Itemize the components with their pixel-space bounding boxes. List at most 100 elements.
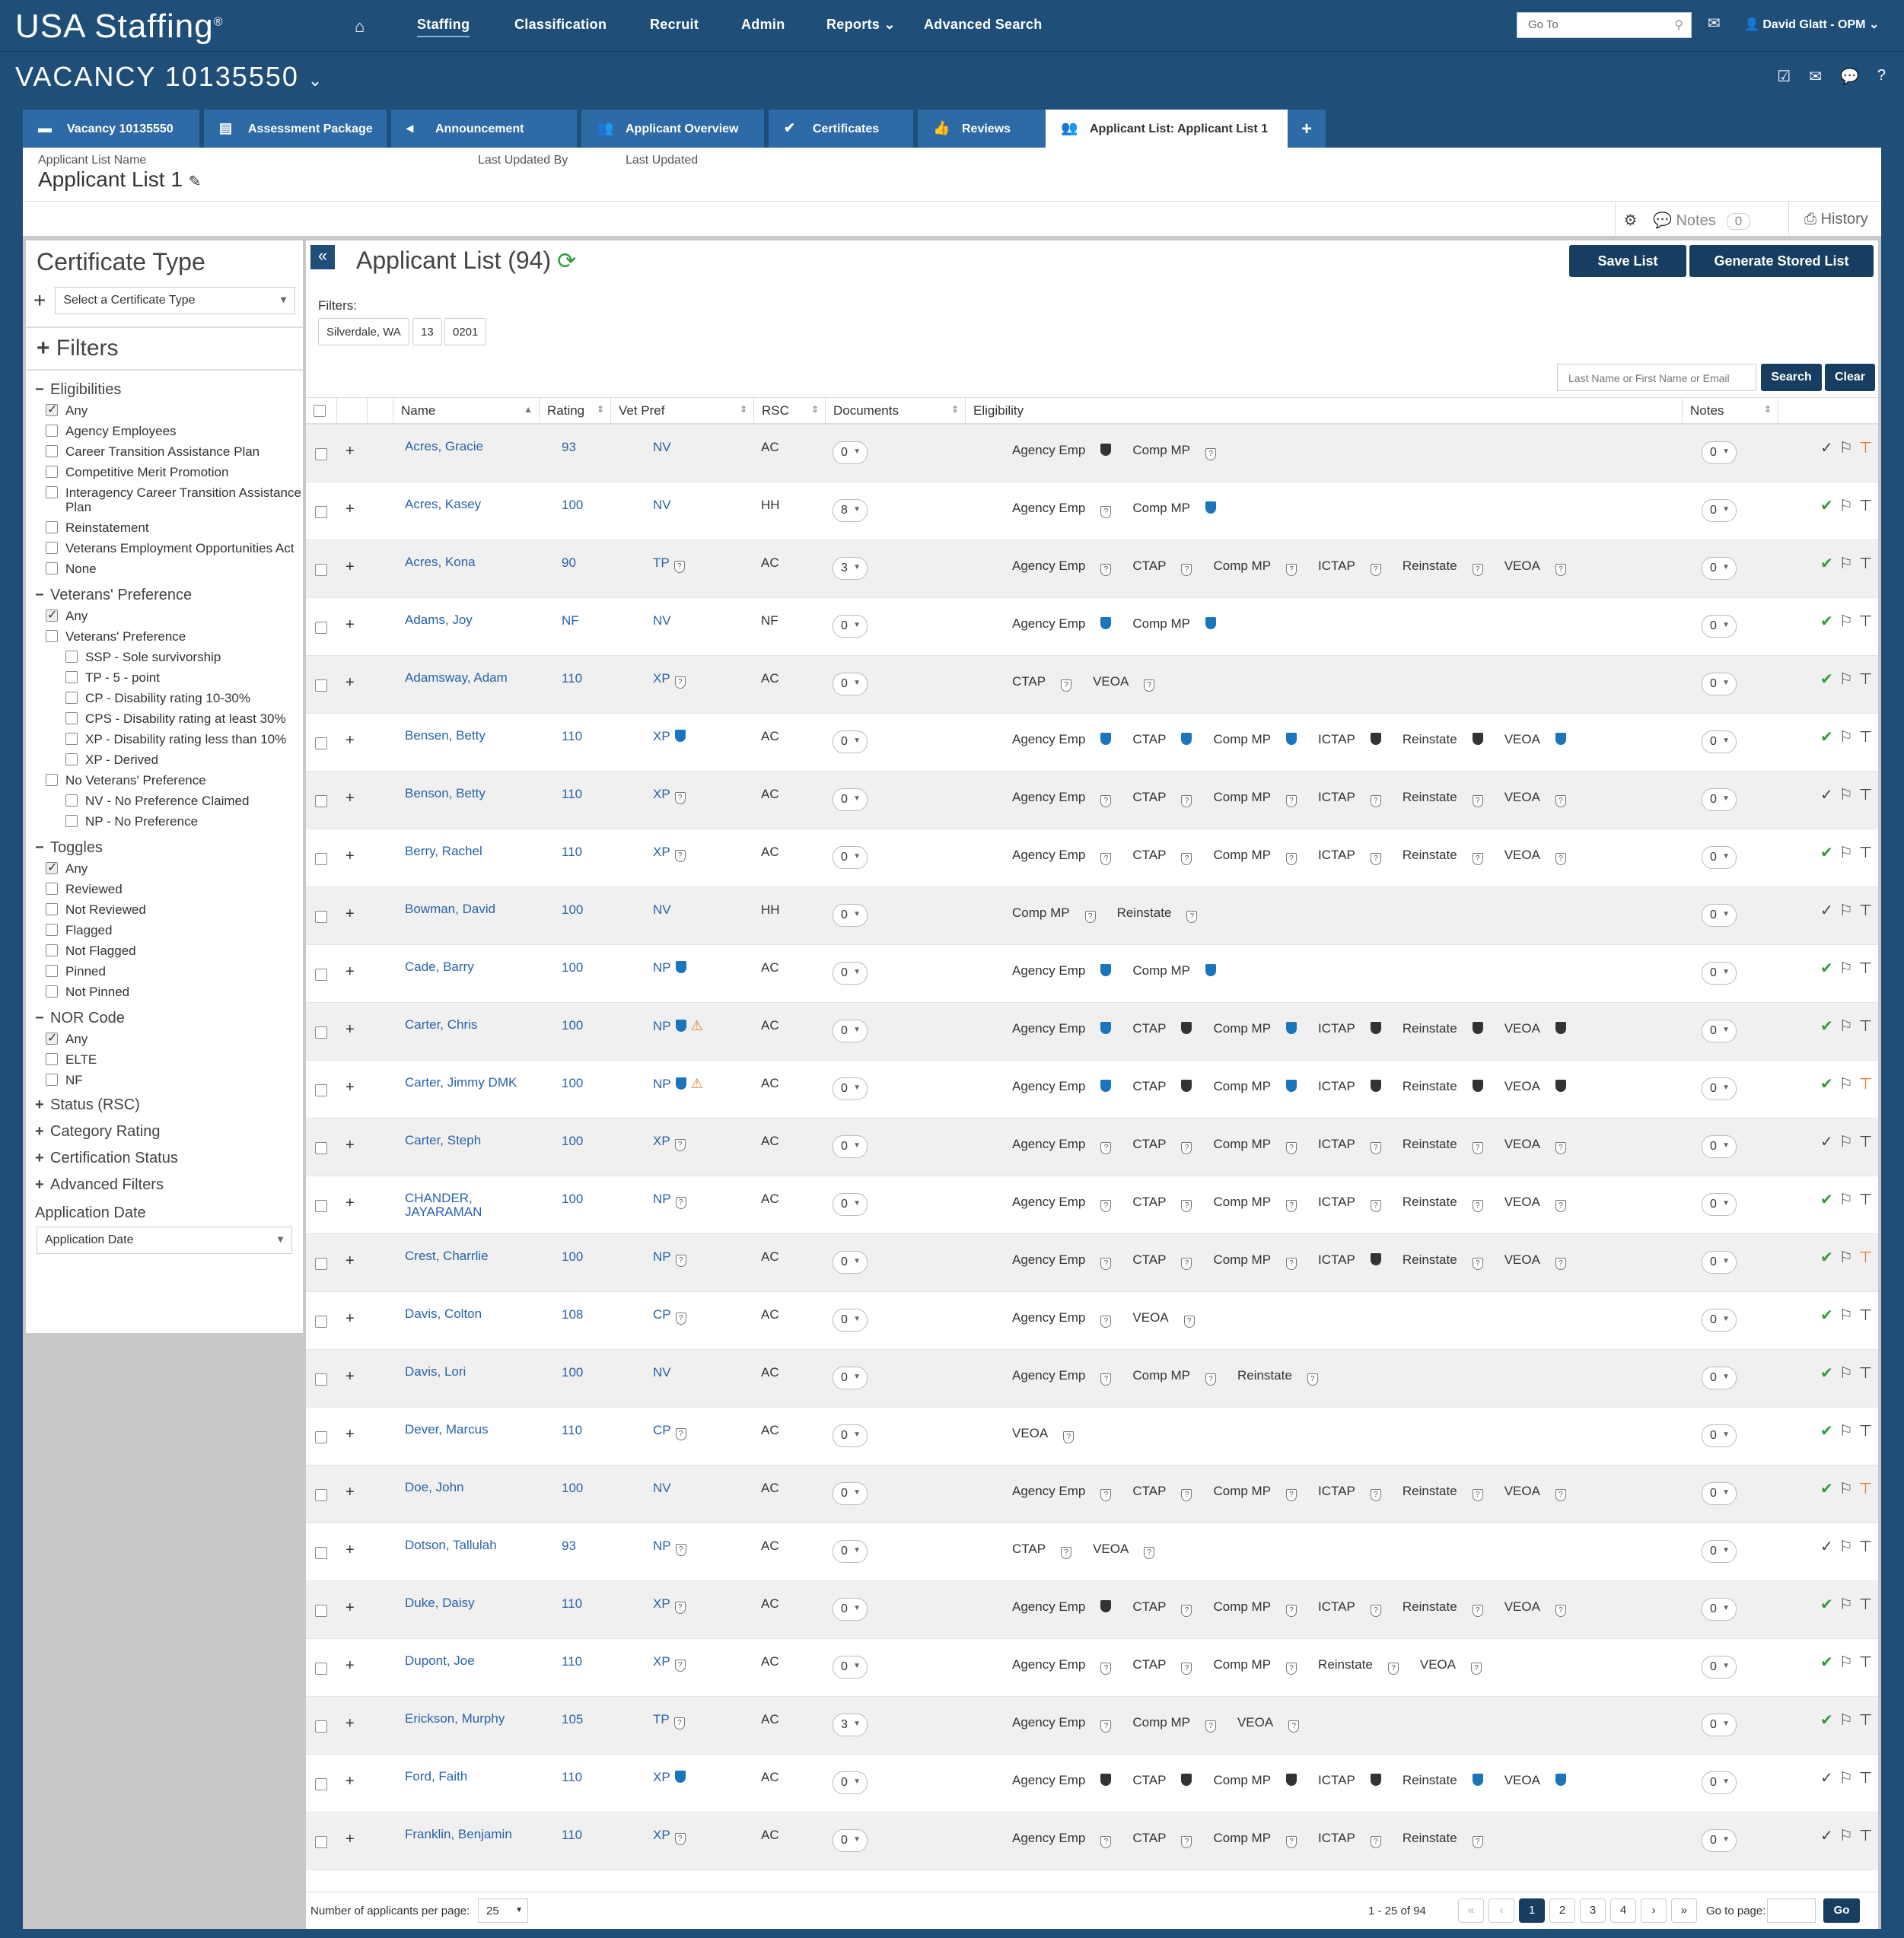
row-checkbox[interactable]: [315, 1373, 327, 1386]
reviewed-check-icon[interactable]: ✔: [1820, 555, 1833, 572]
documents-dropdown[interactable]: 0 ▼: [833, 1077, 868, 1100]
documents-dropdown[interactable]: 0 ▼: [833, 1656, 868, 1679]
expand-row-icon[interactable]: +: [345, 501, 355, 517]
documents-dropdown[interactable]: 0 ▼: [833, 1020, 868, 1042]
question-shield-icon[interactable]: ?: [1555, 1142, 1566, 1154]
question-shield-icon[interactable]: ?: [675, 1255, 686, 1267]
expand-row-icon[interactable]: +: [345, 1368, 355, 1385]
reviewed-check-icon[interactable]: ✔: [1820, 498, 1833, 514]
question-shield-icon[interactable]: ?: [674, 1602, 686, 1614]
notes-dropdown[interactable]: 0 ▼: [1702, 1193, 1737, 1216]
applicant-vet-pref[interactable]: CP?: [653, 1423, 686, 1440]
applicant-vet-pref[interactable]: NP?: [653, 1249, 686, 1267]
applicant-rating[interactable]: 110: [562, 787, 583, 801]
notes-dropdown[interactable]: 0 ▼: [1702, 1540, 1737, 1563]
select-all-checkbox[interactable]: [314, 405, 326, 417]
nor-code-header[interactable]: − NOR Code: [35, 1010, 125, 1026]
filter-chip-series[interactable]: 0201: [444, 318, 487, 345]
flag-icon[interactable]: ⚐: [1839, 1192, 1853, 1208]
eligibility-option[interactable]: Veterans Employment Opportunities Act: [46, 541, 303, 555]
verified-shield-icon[interactable]: [1205, 964, 1216, 976]
expand-row-icon[interactable]: +: [345, 1426, 355, 1443]
pin-icon[interactable]: ⊤: [1858, 1539, 1873, 1555]
applicant-rating[interactable]: 100: [562, 1249, 584, 1264]
applicant-vet-pref[interactable]: NV: [653, 902, 671, 918]
documents-dropdown[interactable]: 0 ▼: [833, 1424, 868, 1447]
question-shield-icon[interactable]: ?: [1370, 1142, 1381, 1154]
applicant-rating[interactable]: 110: [562, 729, 583, 743]
mail-icon[interactable]: ✉: [1708, 15, 1721, 32]
clear-button[interactable]: Clear: [1825, 364, 1875, 391]
tab-assessment-package[interactable]: ▤ Assessment Package: [204, 110, 387, 148]
question-shield-icon[interactable]: ?: [1186, 911, 1198, 923]
question-shield-icon[interactable]: ?: [1370, 795, 1381, 807]
question-shield-icon[interactable]: ?: [1144, 1547, 1155, 1559]
pin-icon[interactable]: ⊤: [1858, 1365, 1873, 1382]
vetpref-option[interactable]: SSP - Sole survivorship: [65, 650, 303, 664]
save-list-button[interactable]: Save List: [1569, 245, 1686, 277]
question-shield-icon[interactable]: ?: [1061, 1547, 1072, 1559]
notes-dropdown[interactable]: 0 ▼: [1702, 1598, 1737, 1621]
toggle-option[interactable]: Pinned: [46, 964, 303, 979]
question-shield-icon[interactable]: ?: [1100, 506, 1112, 518]
pin-icon[interactable]: ⊤: [1858, 729, 1873, 746]
question-shield-icon[interactable]: ?: [674, 1660, 686, 1672]
notes-dropdown[interactable]: 0 ▼: [1702, 1367, 1737, 1389]
page-3-button[interactable]: 3: [1580, 1898, 1606, 1923]
pin-icon[interactable]: ⊤: [1858, 1192, 1873, 1208]
row-checkbox[interactable]: [315, 1547, 327, 1559]
documents-dropdown[interactable]: 0 ▼: [833, 1482, 868, 1505]
eligibility-option[interactable]: Reinstatement: [46, 520, 303, 535]
applicant-rating[interactable]: 100: [562, 1018, 584, 1033]
question-shield-icon[interactable]: ?: [1205, 448, 1216, 460]
question-shield-icon[interactable]: ?: [1181, 1836, 1192, 1848]
tab-reviews[interactable]: 👍 Reviews: [918, 110, 1064, 148]
flag-icon[interactable]: ⚐: [1839, 1654, 1853, 1671]
vetpref-option[interactable]: XP - Disability rating less than 10%: [65, 732, 303, 746]
question-shield-icon[interactable]: ?: [675, 1313, 686, 1325]
verified-shield-icon[interactable]: [674, 730, 686, 742]
expand-row-icon[interactable]: +: [345, 1079, 355, 1096]
question-shield-icon[interactable]: ?: [1472, 795, 1483, 807]
vetpref-option[interactable]: NV - No Preference Claimed: [65, 794, 303, 808]
review-check-icon[interactable]: ✓: [1820, 1828, 1833, 1844]
verified-shield-icon[interactable]: [1286, 1022, 1297, 1034]
tab-vacancy[interactable]: ▬ Vacancy 10135550: [23, 110, 199, 148]
applicant-name[interactable]: Carter, Jimmy DMK: [405, 1075, 517, 1090]
checkbox[interactable]: [46, 466, 58, 478]
row-checkbox[interactable]: [315, 1720, 327, 1733]
expand-row-icon[interactable]: +: [345, 790, 355, 807]
question-shield-icon[interactable]: ?: [1181, 1258, 1192, 1270]
status-rsc-filter[interactable]: + Status (RSC): [35, 1096, 140, 1113]
question-shield-icon[interactable]: ?: [1100, 1200, 1112, 1212]
documents-dropdown[interactable]: 0 ▼: [833, 846, 868, 869]
documents-dropdown[interactable]: 3 ▼: [833, 1714, 868, 1736]
flag-icon[interactable]: ⚐: [1839, 440, 1853, 457]
generate-stored-list-button[interactable]: Generate Stored List: [1689, 245, 1874, 277]
verified-shield-icon[interactable]: [1100, 617, 1112, 629]
first-page-button[interactable]: «: [1458, 1898, 1484, 1923]
applicant-vet-pref[interactable]: XP: [653, 729, 686, 744]
nav-staffing[interactable]: Staffing: [417, 17, 470, 37]
reviewed-check-icon[interactable]: ✔: [1820, 1192, 1833, 1208]
next-page-button[interactable]: ›: [1641, 1898, 1667, 1923]
expand-row-icon[interactable]: +: [345, 1195, 355, 1211]
documents-dropdown[interactable]: 8 ▼: [833, 499, 868, 522]
eligibilities-header[interactable]: − Eligibilities: [35, 381, 122, 398]
row-checkbox[interactable]: [315, 1084, 327, 1096]
documents-dropdown[interactable]: 0 ▼: [833, 1193, 868, 1216]
chat-icon[interactable]: 💬: [1839, 68, 1859, 85]
expand-row-icon[interactable]: +: [345, 732, 355, 749]
flag-icon[interactable]: ⚐: [1839, 1770, 1853, 1787]
applicant-vet-pref[interactable]: XP?: [653, 787, 686, 804]
expand-row-icon[interactable]: +: [345, 1310, 355, 1327]
applicant-rating[interactable]: 100: [562, 498, 584, 512]
row-checkbox[interactable]: [315, 795, 327, 807]
column-documents[interactable]: Documents ⇕: [825, 398, 965, 424]
question-shield-icon[interactable]: ?: [1472, 1142, 1483, 1154]
row-checkbox[interactable]: [315, 853, 327, 865]
question-shield-icon[interactable]: ?: [673, 561, 685, 573]
question-shield-icon[interactable]: ?: [1370, 1489, 1381, 1501]
refresh-icon[interactable]: ⟳: [557, 249, 577, 274]
notes-dropdown[interactable]: 0 ▼: [1702, 904, 1737, 927]
